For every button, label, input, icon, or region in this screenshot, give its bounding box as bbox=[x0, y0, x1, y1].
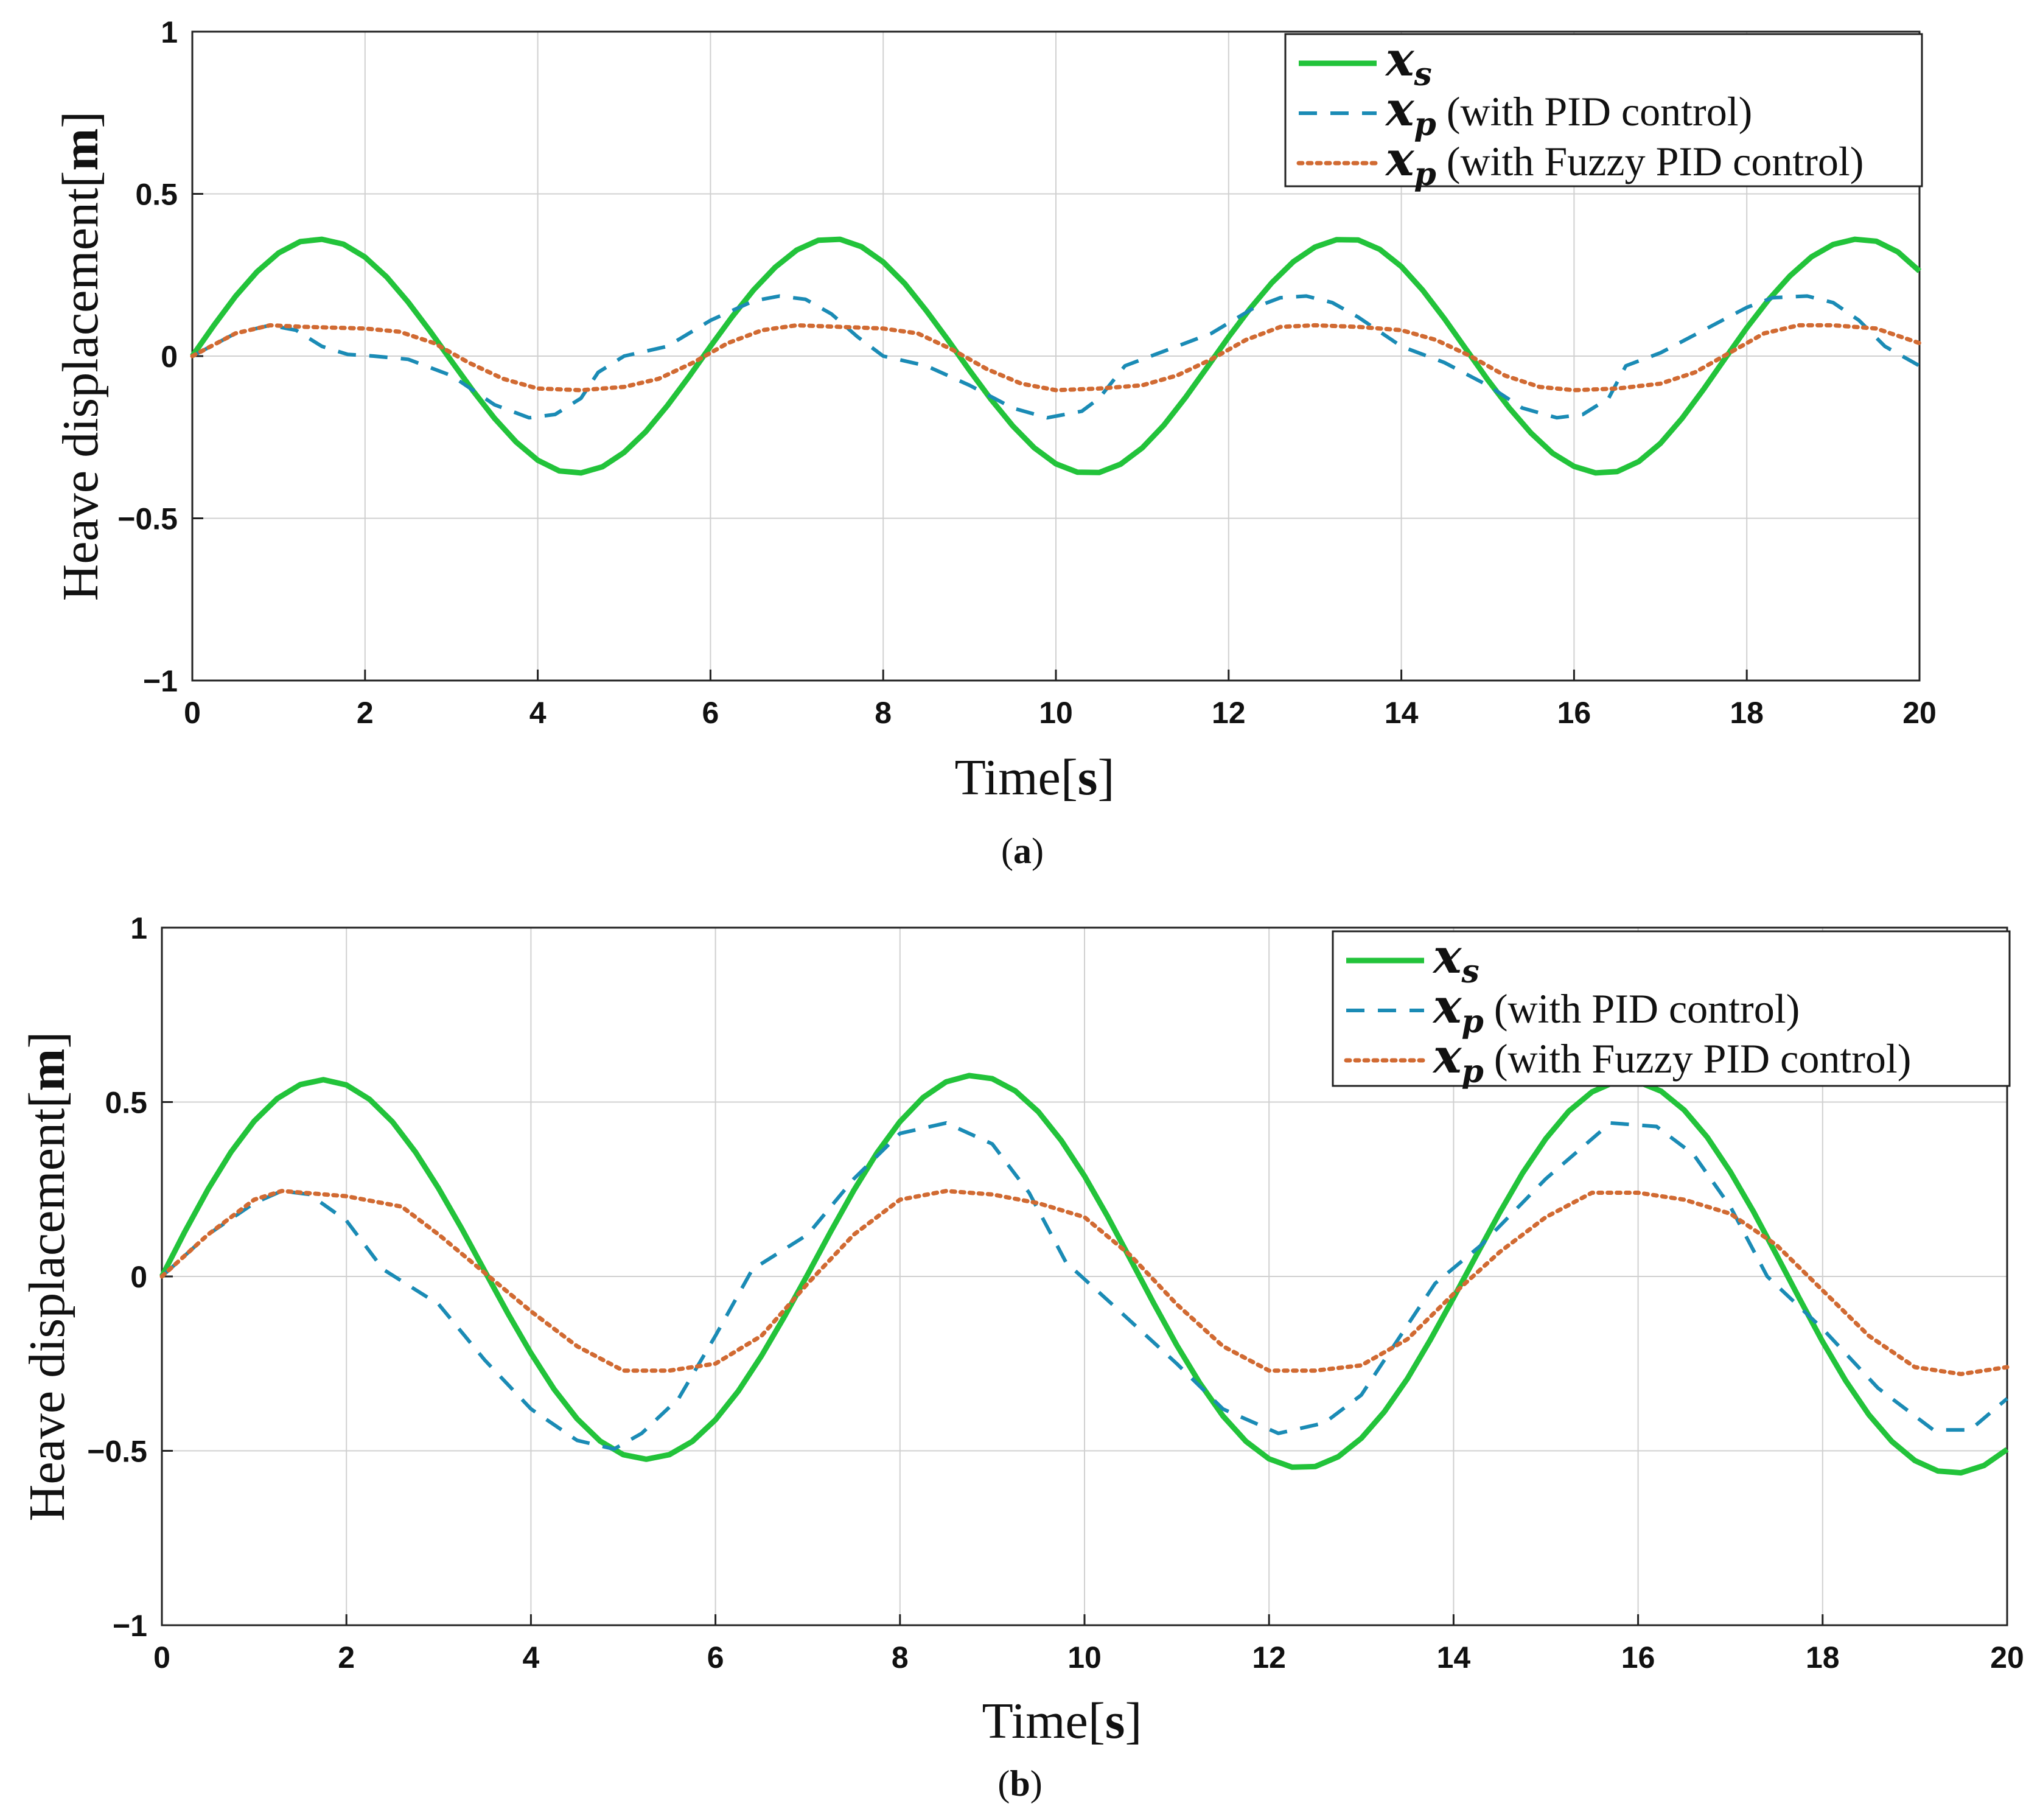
panel-b-x-tick-label: 20 bbox=[1990, 1640, 2024, 1675]
panel-a-x-tick-label: 14 bbox=[1385, 696, 1419, 730]
panel-b-y-tick-label: 1 bbox=[130, 911, 147, 945]
panel-a-y-tick-label: 1 bbox=[161, 15, 178, 49]
panel-b-y-tick-label: −0.5 bbox=[87, 1435, 147, 1469]
panel-a-y-tick-label: 0.5 bbox=[135, 178, 178, 212]
panel-a-series-line-xp-fuzzy-pid bbox=[190, 323, 1922, 393]
panel-b-y-axis-label: Heave displacement[m] bbox=[19, 1032, 75, 1522]
panel-a-x-tick-label: 0 bbox=[184, 696, 201, 730]
panel-a-x-tick-label: 16 bbox=[1557, 696, 1591, 730]
panel-b-series-line-xp-fuzzy-pid bbox=[159, 1189, 2010, 1376]
panel-a-x-tick-label: 8 bbox=[875, 696, 892, 730]
panel-a-x-axis-label: Time[s] bbox=[955, 749, 1115, 806]
panel-b-x-tick-label: 10 bbox=[1067, 1640, 1102, 1675]
panel-a-series-line-xs bbox=[190, 236, 1921, 476]
panel-b-x-tick-label: 4 bbox=[522, 1640, 539, 1675]
panel-b-legend-label: xs bbox=[1432, 929, 1479, 990]
panel-b-x-axis-label: Time[s] bbox=[982, 1693, 1142, 1749]
panel-a-x-tick-label: 6 bbox=[702, 696, 719, 730]
panel-a-x-tick-label: 4 bbox=[529, 696, 547, 730]
panel-a-legend-label: xs bbox=[1385, 32, 1432, 93]
panel-b-y-tick-label: 0 bbox=[130, 1260, 147, 1294]
panel-a-caption: (a) bbox=[1001, 831, 1044, 871]
panel-b-y-tick-label: −1 bbox=[113, 1609, 147, 1643]
panel-a-x-tick-label: 10 bbox=[1039, 696, 1073, 730]
panel-a-series-line-xp-pid bbox=[191, 294, 1921, 420]
panel-b-legend-label: xp (with PID control) bbox=[1432, 979, 1800, 1040]
panel-b-series-line-xp-pid bbox=[160, 1121, 2008, 1451]
panel-b-x-tick-label: 6 bbox=[707, 1640, 724, 1675]
panel-b-caption: (b) bbox=[997, 1763, 1042, 1804]
panel-b-series-line-xs bbox=[159, 1073, 2009, 1476]
panel-a-y-axis-label: Heave displacement[m] bbox=[52, 111, 109, 601]
panel-a-x-tick-label: 18 bbox=[1730, 696, 1764, 730]
panel-b-x-tick-label: 2 bbox=[338, 1640, 355, 1675]
panel-a-x-tick-label: 2 bbox=[357, 696, 374, 730]
panel-a-legend-box bbox=[1284, 33, 1923, 187]
panel-b-x-tick-label: 16 bbox=[1621, 1640, 1655, 1675]
panel-b-x-tick-label: 0 bbox=[153, 1640, 170, 1675]
panel-b-x-tick-label: 12 bbox=[1252, 1640, 1286, 1675]
panel-b-y-tick-label: 0.5 bbox=[105, 1086, 147, 1120]
panel-b-x-tick-label: 14 bbox=[1437, 1640, 1471, 1675]
panel-b-x-tick-label: 18 bbox=[1806, 1640, 1840, 1675]
panel-b-x-tick-label: 8 bbox=[892, 1640, 909, 1675]
panel-a-legend-label: xp (with PID control) bbox=[1385, 82, 1752, 143]
panel-a-y-tick-label: 0 bbox=[161, 340, 178, 374]
chart-panel-b: 0 2 4 6 8 10 12 14 16 18 20 −1 −0.5 0 0.5 1 Time[s] Heave… bbox=[19, 911, 2024, 1804]
panel-a-legend-label: xp (with Fuzzy PID control) bbox=[1385, 131, 1864, 193]
panel-b-legend-label: xp (with Fuzzy PID control) bbox=[1432, 1029, 1911, 1090]
panel-a-x-tick-label: 12 bbox=[1212, 696, 1246, 730]
panel-a-y-tick-label: −0.5 bbox=[117, 502, 178, 536]
panel-a-x-tick-label: 20 bbox=[1902, 696, 1937, 730]
chart-panel-a: 0 2 4 6 8 10 12 14 16 18 20 −1 −0.5 0 0.5 1 Time[s] Heave… bbox=[52, 15, 1937, 871]
panel-b-legend-box bbox=[1332, 930, 2011, 1087]
panel-a-y-tick-label: −1 bbox=[143, 664, 178, 698]
